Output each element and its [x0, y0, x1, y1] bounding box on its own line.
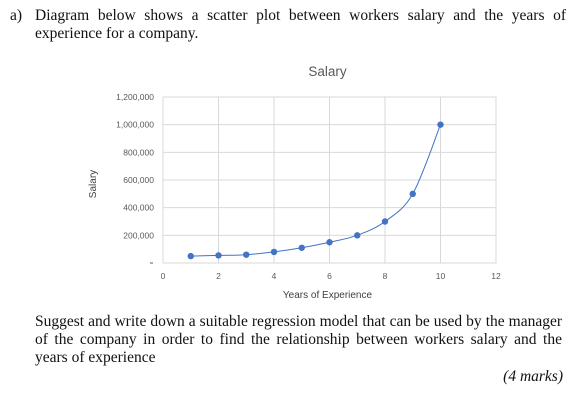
data-point	[381, 218, 389, 225]
data-point	[243, 251, 250, 258]
question-a: a) Diagram below shows a scatter plot be…	[10, 7, 566, 43]
y-axis-label: Salary	[88, 170, 99, 198]
y-tick-label: 800,000	[123, 147, 154, 157]
data-point	[354, 232, 361, 239]
y-tick-label: 1,000,000	[116, 120, 154, 130]
x-tick-label: 12	[491, 271, 501, 281]
data-point	[437, 121, 444, 128]
marks-label: (4 marks)	[503, 368, 563, 385]
question-label: a)	[10, 7, 23, 24]
x-axis-label: Years of Experience	[283, 290, 373, 301]
x-tick-label: 6	[327, 271, 332, 281]
question-text: Diagram below shows a scatter plot betwe…	[35, 7, 566, 42]
data-point	[298, 244, 305, 251]
plot-area	[162, 96, 497, 264]
data-point	[409, 190, 416, 198]
x-tick-label: 8	[383, 271, 388, 281]
y-tick-label: 200,000	[123, 230, 154, 240]
y-tick-label: 400,000	[123, 203, 154, 213]
data-point	[326, 239, 333, 246]
data-point	[187, 252, 194, 260]
series-line	[190, 124, 441, 257]
y-tick-label: 1,200,000	[116, 92, 154, 102]
data-point	[270, 248, 278, 256]
chart-title: Salary	[308, 64, 347, 79]
y-tick-label: 600,000	[123, 175, 154, 185]
question-prompt: Suggest and write down a suitable regres…	[35, 313, 562, 366]
x-tick-label: 10	[436, 271, 446, 281]
x-tick-label: 4	[272, 271, 277, 281]
x-tick-label: 0	[161, 271, 166, 281]
data-point	[215, 252, 222, 259]
x-tick-label: 2	[216, 271, 221, 281]
